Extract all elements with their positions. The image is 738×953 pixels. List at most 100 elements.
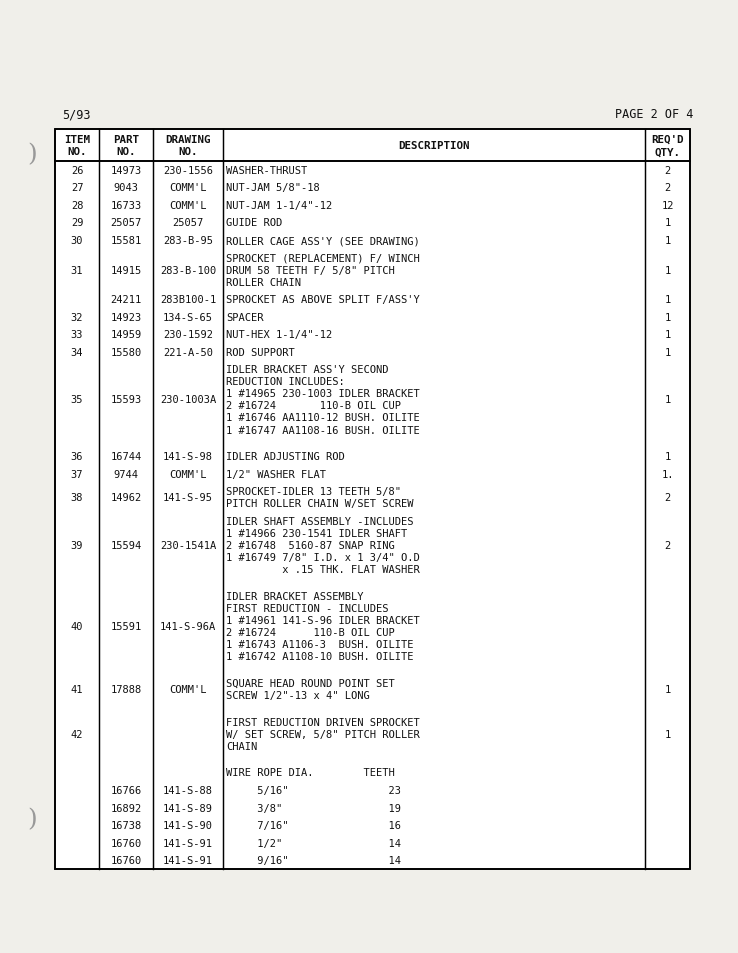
Text: W/ SET SCREW, 5/8" PITCH ROLLER: W/ SET SCREW, 5/8" PITCH ROLLER xyxy=(226,729,420,739)
Text: SCREW 1/2"-13 x 4" LONG: SCREW 1/2"-13 x 4" LONG xyxy=(226,690,370,700)
Text: 230-1541A: 230-1541A xyxy=(160,540,216,551)
Text: 15594: 15594 xyxy=(111,540,142,551)
Text: 40: 40 xyxy=(71,621,83,631)
Text: 15591: 15591 xyxy=(111,621,142,631)
Text: PART
NO.: PART NO. xyxy=(113,134,139,157)
Text: COMM'L: COMM'L xyxy=(169,201,207,211)
Text: 134-S-65: 134-S-65 xyxy=(163,313,213,322)
Text: ROD SUPPORT: ROD SUPPORT xyxy=(226,348,294,357)
Text: COMM'L: COMM'L xyxy=(169,684,207,694)
Text: 1 #16746 AA1110-12 BUSH. OILITE: 1 #16746 AA1110-12 BUSH. OILITE xyxy=(226,413,420,423)
Text: 1/2"                 14: 1/2" 14 xyxy=(226,838,401,848)
Text: 141-S-91: 141-S-91 xyxy=(163,838,213,848)
Text: 25057: 25057 xyxy=(173,218,204,228)
Text: 1: 1 xyxy=(664,452,671,462)
Text: NUT-JAM 1-1/4"-12: NUT-JAM 1-1/4"-12 xyxy=(226,201,332,211)
Text: 283-B-100: 283-B-100 xyxy=(160,265,216,275)
Text: GUIDE ROD: GUIDE ROD xyxy=(226,218,282,228)
Text: 14915: 14915 xyxy=(111,265,142,275)
Text: REDUCTION INCLUDES:: REDUCTION INCLUDES: xyxy=(226,377,345,387)
Text: 230-1003A: 230-1003A xyxy=(160,395,216,405)
Text: IDLER ADJUSTING ROD: IDLER ADJUSTING ROD xyxy=(226,452,345,462)
Text: x .15 THK. FLAT WASHER: x .15 THK. FLAT WASHER xyxy=(226,564,420,575)
Text: 24211: 24211 xyxy=(111,294,142,305)
Text: WIRE ROPE DIA.        TEETH: WIRE ROPE DIA. TEETH xyxy=(226,767,395,778)
Text: 9744: 9744 xyxy=(114,470,139,479)
Text: 141-S-96A: 141-S-96A xyxy=(160,621,216,631)
Text: IDLER SHAFT ASSEMBLY -INCLUDES: IDLER SHAFT ASSEMBLY -INCLUDES xyxy=(226,517,413,526)
Text: SPACER: SPACER xyxy=(226,313,263,322)
Text: 2: 2 xyxy=(664,540,671,551)
Text: 36: 36 xyxy=(71,452,83,462)
Text: 15580: 15580 xyxy=(111,348,142,357)
Text: 1 #16742 A1108-10 BUSH. OILITE: 1 #16742 A1108-10 BUSH. OILITE xyxy=(226,651,413,661)
Text: SPROCKET-IDLER 13 TEETH 5/8": SPROCKET-IDLER 13 TEETH 5/8" xyxy=(226,487,401,497)
Text: 1: 1 xyxy=(664,235,671,246)
Text: 141-S-88: 141-S-88 xyxy=(163,785,213,795)
Text: 26: 26 xyxy=(71,166,83,175)
Text: 1.: 1. xyxy=(661,470,674,479)
Text: 1: 1 xyxy=(664,684,671,694)
Text: 1: 1 xyxy=(664,294,671,305)
Text: 2 #16724      110-B OIL CUP: 2 #16724 110-B OIL CUP xyxy=(226,627,395,638)
Text: IDLER BRACKET ASS'Y SECOND: IDLER BRACKET ASS'Y SECOND xyxy=(226,365,388,375)
Text: 30: 30 xyxy=(71,235,83,246)
Text: IDLER BRACKET ASSEMBLY: IDLER BRACKET ASSEMBLY xyxy=(226,591,364,601)
Text: 1: 1 xyxy=(664,395,671,405)
Text: SQUARE HEAD ROUND POINT SET: SQUARE HEAD ROUND POINT SET xyxy=(226,678,395,688)
Text: 27: 27 xyxy=(71,183,83,193)
Text: CHAIN: CHAIN xyxy=(226,740,258,751)
Text: 1 #16749 7/8" I.D. x 1 3/4" O.D: 1 #16749 7/8" I.D. x 1 3/4" O.D xyxy=(226,553,420,562)
Text: 7/16"                16: 7/16" 16 xyxy=(226,821,401,830)
Text: 28: 28 xyxy=(71,201,83,211)
Text: 9/16"                14: 9/16" 14 xyxy=(226,856,401,865)
Text: FIRST REDUCTION DRIVEN SPROCKET: FIRST REDUCTION DRIVEN SPROCKET xyxy=(226,717,420,727)
Text: 141-S-95: 141-S-95 xyxy=(163,493,213,503)
Text: REQ'D
QTY.: REQ'D QTY. xyxy=(651,134,683,157)
Text: 1 #16743 A1106-3  BUSH. OILITE: 1 #16743 A1106-3 BUSH. OILITE xyxy=(226,639,413,649)
Text: COMM'L: COMM'L xyxy=(169,183,207,193)
Text: ROLLER CAGE ASS'Y (SEE DRAWING): ROLLER CAGE ASS'Y (SEE DRAWING) xyxy=(226,235,420,246)
Text: ): ) xyxy=(27,807,37,831)
Text: 29: 29 xyxy=(71,218,83,228)
Text: DESCRIPTION: DESCRIPTION xyxy=(399,141,470,151)
Text: 39: 39 xyxy=(71,540,83,551)
Text: 34: 34 xyxy=(71,348,83,357)
Text: 141-S-91: 141-S-91 xyxy=(163,856,213,865)
Text: 14959: 14959 xyxy=(111,330,142,340)
Text: 283-B-95: 283-B-95 xyxy=(163,235,213,246)
Text: 14962: 14962 xyxy=(111,493,142,503)
Text: 2: 2 xyxy=(664,183,671,193)
Text: 1 #14966 230-1541 IDLER SHAFT: 1 #14966 230-1541 IDLER SHAFT xyxy=(226,529,407,538)
Text: 42: 42 xyxy=(71,729,83,739)
Text: 1 #14961 141-S-96 IDLER BRACKET: 1 #14961 141-S-96 IDLER BRACKET xyxy=(226,616,420,625)
Bar xyxy=(55,130,690,869)
Text: 15593: 15593 xyxy=(111,395,142,405)
Text: 5/93: 5/93 xyxy=(62,108,91,121)
Text: 25057: 25057 xyxy=(111,218,142,228)
Text: 16892: 16892 xyxy=(111,802,142,813)
Text: 5/16"                23: 5/16" 23 xyxy=(226,785,401,795)
Text: 32: 32 xyxy=(71,313,83,322)
Text: 2: 2 xyxy=(664,493,671,503)
Text: 17888: 17888 xyxy=(111,684,142,694)
Text: 9043: 9043 xyxy=(114,183,139,193)
Text: 14923: 14923 xyxy=(111,313,142,322)
Text: 1: 1 xyxy=(664,313,671,322)
Text: ): ) xyxy=(27,143,37,167)
Text: 141-S-98: 141-S-98 xyxy=(163,452,213,462)
Text: SPROCKET (REPLACEMENT) F/ WINCH: SPROCKET (REPLACEMENT) F/ WINCH xyxy=(226,253,420,263)
Text: SPROCKET AS ABOVE SPLIT F/ASS'Y: SPROCKET AS ABOVE SPLIT F/ASS'Y xyxy=(226,294,420,305)
Text: 221-A-50: 221-A-50 xyxy=(163,348,213,357)
Text: 2 #16748  5160-87 SNAP RING: 2 #16748 5160-87 SNAP RING xyxy=(226,540,395,551)
Text: 37: 37 xyxy=(71,470,83,479)
Text: 1: 1 xyxy=(664,218,671,228)
Text: PAGE 2 OF 4: PAGE 2 OF 4 xyxy=(615,108,693,121)
Text: ITEM
NO.: ITEM NO. xyxy=(64,134,90,157)
Text: 14973: 14973 xyxy=(111,166,142,175)
Text: 2 #16724       110-B OIL CUP: 2 #16724 110-B OIL CUP xyxy=(226,401,401,411)
Text: PITCH ROLLER CHAIN W/SET SCREW: PITCH ROLLER CHAIN W/SET SCREW xyxy=(226,499,413,509)
Text: 283B100-1: 283B100-1 xyxy=(160,294,216,305)
Text: 16733: 16733 xyxy=(111,201,142,211)
Text: 1 #14965 230-1003 IDLER BRACKET: 1 #14965 230-1003 IDLER BRACKET xyxy=(226,389,420,399)
